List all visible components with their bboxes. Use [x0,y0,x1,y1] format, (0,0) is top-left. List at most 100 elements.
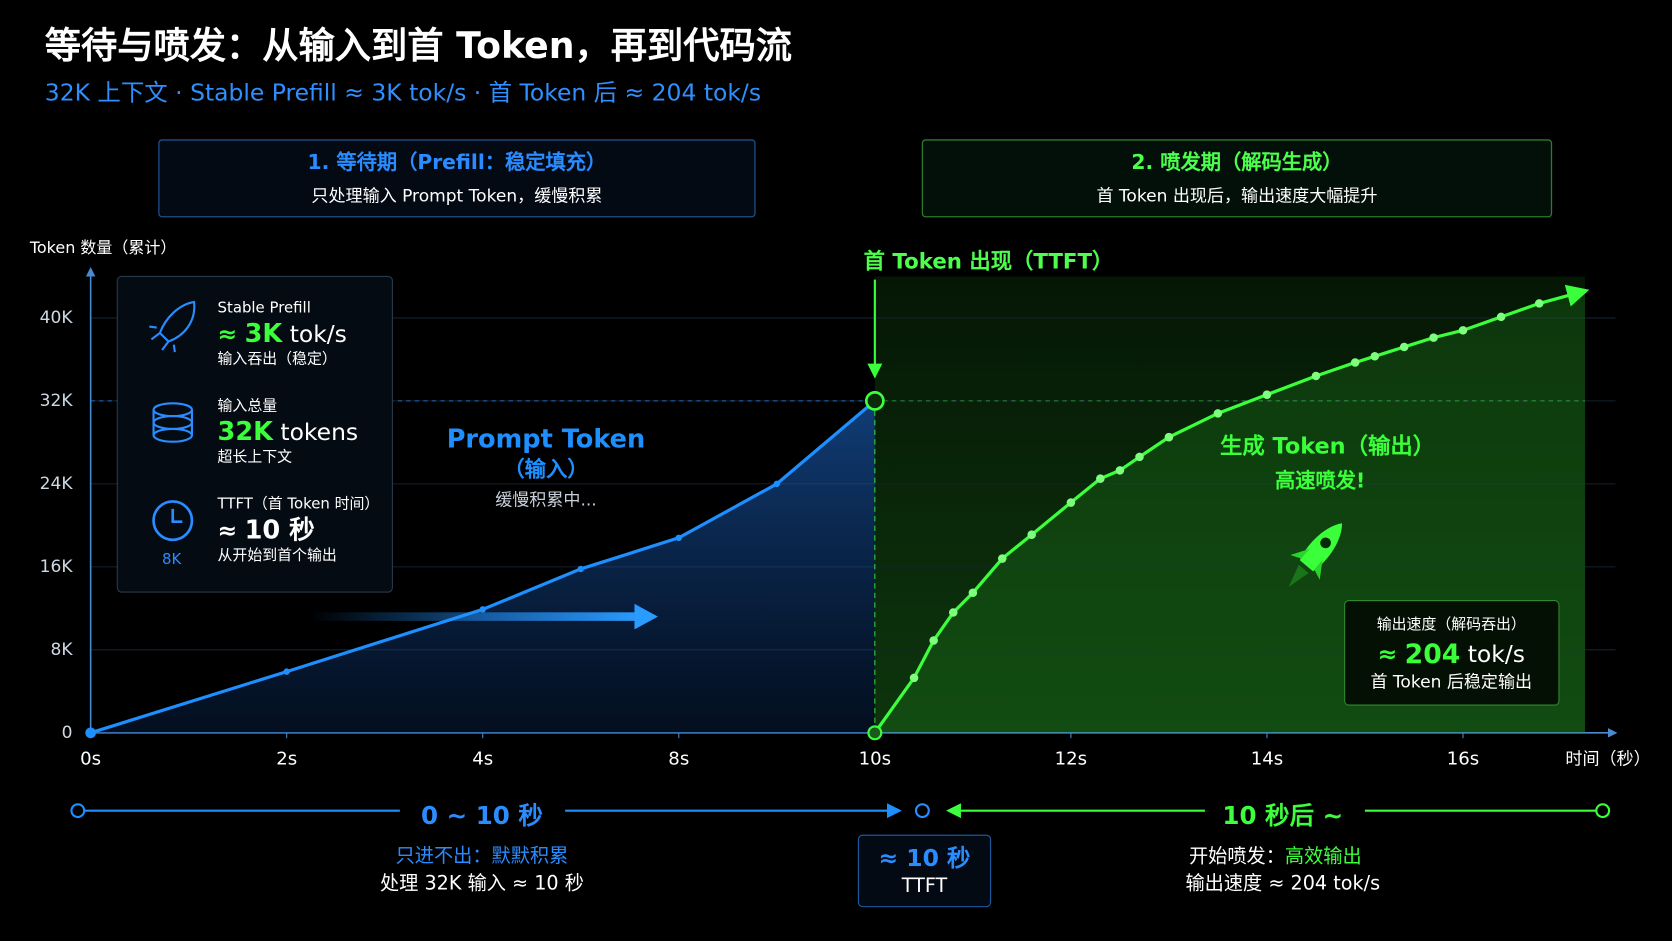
ttft-caption: TTFT [901,874,948,897]
rocket-trail [1288,564,1309,587]
title: 等待与喷发：从输入到首 Token，再到代码流 [45,24,792,67]
ttft-value: ≈ 10 秒 [878,844,970,872]
ttft-box [857,834,992,908]
point [1429,333,1438,342]
speed-box [1344,600,1560,706]
timeline-end [1595,803,1611,819]
timeline-end [70,803,86,819]
timeline-text: 处理 32K 输入 ≈ 10 秒 [380,872,584,895]
x-tick-label: 8s [668,748,689,769]
point [909,673,919,683]
point [1135,452,1144,462]
phase-box [921,139,1553,218]
stat-number: 3K [245,319,284,349]
x-tick-label: 14s [1251,748,1283,769]
stat-number: 10 秒 [245,515,315,545]
x-axis-title: 时间（秒） [1565,749,1650,769]
point [1399,342,1409,352]
rocket-window [1320,537,1331,549]
subtitle: 32K 上下文 · Stable Prefill ≈ 3K tok/s · 首 … [45,79,761,107]
timeline-mid [914,803,930,819]
area-fill [90,400,875,733]
stat-label: 输入总量 [218,397,278,415]
x-tick-label: 0s [80,748,101,769]
rocket-outline [149,300,196,353]
stat-label: TTFT（首 Token 时间） [217,495,380,513]
point [1027,530,1036,539]
y-tick-label: 0 [62,723,73,743]
rocket-icon [1288,523,1343,587]
point [949,608,958,617]
series-label: Prompt Token [447,425,646,455]
point [1066,498,1076,507]
point [1164,432,1174,442]
stat-value: ≈ 10 秒 [218,515,315,545]
speed-unit: tok/s [1468,639,1525,667]
origin-marker [85,727,96,739]
x-tick-label: 16s [1447,748,1479,769]
flow-arrow [309,612,640,621]
x-tick-label: 4s [472,748,493,769]
point [1496,312,1506,322]
speed-prefix: ≈ [1378,639,1398,667]
stat-label: Stable Prefill [218,298,311,316]
stat-value: 32K tokens [218,417,359,447]
point [283,668,290,675]
icon-label: 8K [162,550,182,568]
x-tick-label: 12s [1055,748,1087,769]
y-tick-label: 32K [40,391,74,411]
y-tick-label: 24K [40,474,74,494]
point [479,606,486,613]
y-tick-label: 40K [40,308,74,328]
point [577,565,584,573]
point [1350,358,1360,367]
phase-title: 2. 喷发期（解码生成） [1131,150,1342,174]
speed-number: 204 [1405,638,1461,669]
point [998,554,1007,563]
stat-unit: tok/s [290,320,347,348]
db-icon [152,409,194,436]
point [968,588,978,598]
stat-number: 32K [218,417,275,447]
phase-text: 首 Token 出现后，输出速度大幅提升 [1096,186,1377,206]
point [1370,352,1380,361]
phase-title: 1. 等待期（Prefill：稳定填充） [308,150,607,174]
phase-box [158,139,756,218]
timeline-text: 开始喷发：高效输出 [1189,844,1362,867]
point [1311,371,1321,381]
point [1213,409,1223,418]
ttft-marker [867,725,883,741]
rocket-body [1299,523,1343,572]
point [1115,466,1125,475]
timeline-range: 10 秒后 ~ [1222,801,1343,830]
point [773,480,781,488]
stat-note: 超长上下文 [218,448,293,466]
info-card [116,275,393,593]
point [1096,474,1105,483]
speed-note: 首 Token 后稳定输出 [1370,673,1532,693]
clock-icon [152,500,194,542]
series-note: 缓慢积累中... [495,489,597,510]
stat-prefix: ≈ [218,320,238,348]
point [1458,326,1468,335]
flow-arrow-head [634,603,658,630]
stat-unit: tokens [280,418,358,446]
phase-text: 只处理输入 Prompt Token，缓慢积累 [311,185,602,206]
series-note: 高速喷发! [1275,469,1365,493]
series-sublabel: （输入） [503,457,588,483]
point [1534,299,1544,308]
timeline-text: 输出速度 ≈ 204 tok/s [1185,872,1380,895]
series-label: 生成 Token（输出） [1220,433,1435,460]
stat-note: 输入吞出（稳定） [218,350,337,368]
speed-value: ≈ 204 tok/s [1378,638,1525,669]
ttft-marker [864,391,885,411]
stat-value: ≈ 3K tok/s [218,319,347,349]
ttft-label: 首 Token 出现（TTFT） [864,249,1114,275]
x-tick-label: 2s [276,748,297,769]
stat-prefix: ≈ [218,516,238,544]
x-tick-label: 10s [859,748,891,769]
y-axis-title: Token 数量（累计） [29,238,176,257]
timeline-text-part: 开始喷发： [1189,844,1285,867]
